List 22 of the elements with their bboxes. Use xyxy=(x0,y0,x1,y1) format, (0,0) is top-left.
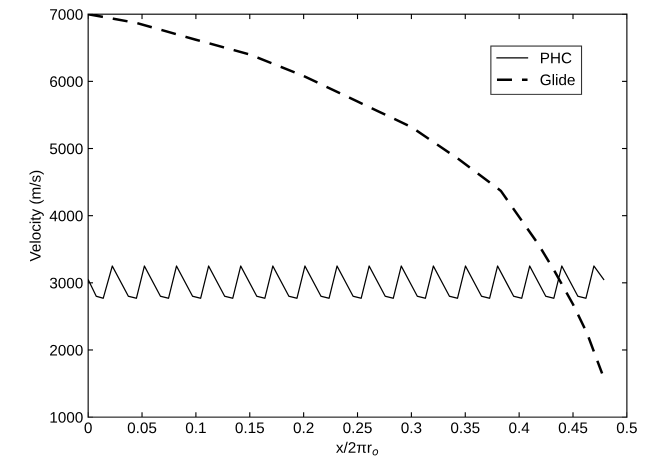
x-axis-title: x/2πr$_{o}$ xyxy=(336,442,378,456)
y-axis-title: Velocity (m/s) xyxy=(30,170,44,262)
x-tick-label: 0.3 xyxy=(401,422,422,434)
legend-label: Glide xyxy=(540,74,575,86)
y-tick-label: 6000 xyxy=(50,76,83,88)
x-tick-label: 0.45 xyxy=(558,422,588,434)
y-tick-label: 5000 xyxy=(50,143,83,154)
x-tick-label: 0.05 xyxy=(128,422,156,434)
y-tick-label: 1000 xyxy=(50,412,83,423)
x-tick-label: 0.5 xyxy=(616,422,637,434)
x-tick-label: 0 xyxy=(84,422,92,434)
legend-label: PHC xyxy=(541,52,572,64)
x-tick-label: 0.15 xyxy=(236,422,264,434)
y-tick-label: 7000 xyxy=(50,9,83,20)
x-tick-label: 0.25 xyxy=(343,422,372,434)
x-tick-label: 0.4 xyxy=(509,422,530,434)
x-tick-label: 0.35 xyxy=(450,422,480,434)
y-tick-label: 3000 xyxy=(50,278,83,289)
x-tick-label: 0.2 xyxy=(294,422,314,434)
y-tick-label: 4000 xyxy=(50,210,83,222)
y-tick-label: 2000 xyxy=(50,344,83,356)
x-tick-label: 0.1 xyxy=(186,422,206,434)
